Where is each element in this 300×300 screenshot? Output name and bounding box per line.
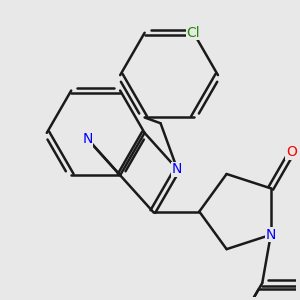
Text: O: O [286,145,297,159]
Text: N: N [172,162,182,176]
Text: Cl: Cl [187,26,200,40]
Text: N: N [266,228,276,242]
Text: N: N [82,132,93,146]
